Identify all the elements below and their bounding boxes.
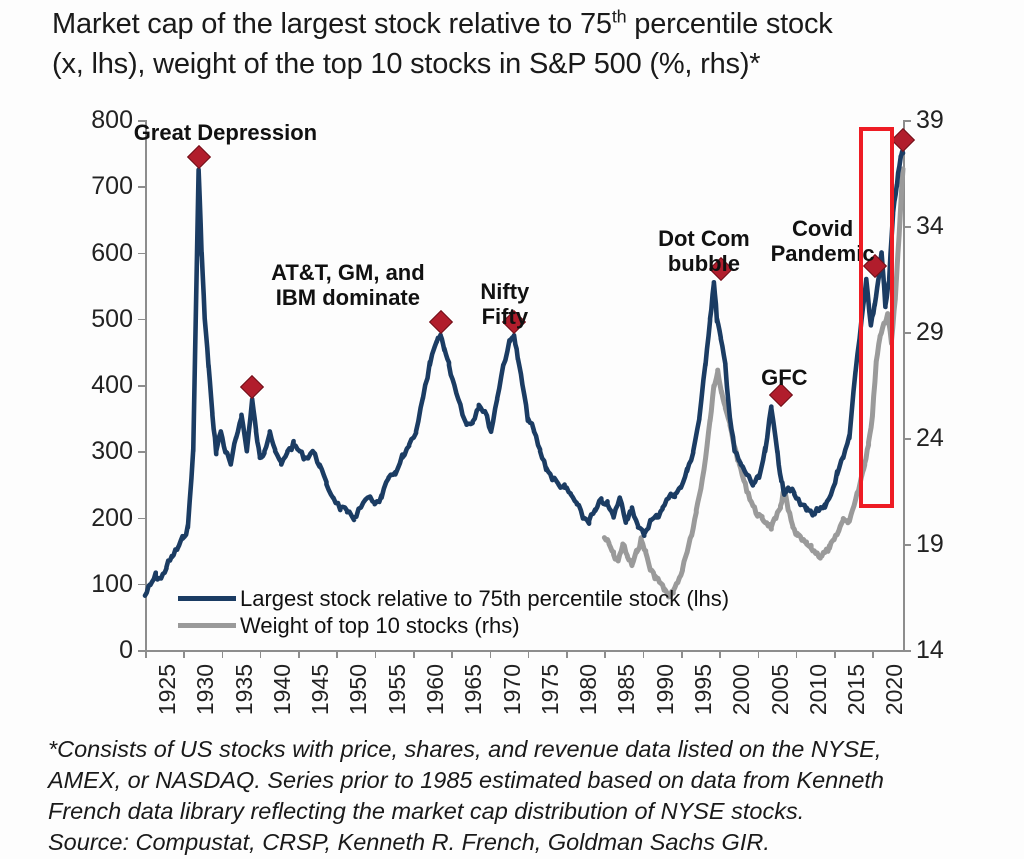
x-tick — [374, 650, 377, 658]
y-axis-right-label: 29 — [916, 318, 944, 346]
y-axis-right-label: 39 — [916, 106, 944, 134]
y-axis-right-label: 24 — [916, 424, 944, 452]
y-axis-right-line — [903, 120, 905, 650]
x-tick — [298, 650, 300, 658]
chart-annotation: Nifty Fifty — [480, 279, 530, 329]
footnote-line-2: AMEX, or NASDAQ. Series prior to 1985 es… — [48, 767, 884, 793]
y-tick-left — [138, 318, 145, 321]
footnote-line-4: Source: Compustat, CRSP, Kenneth R. Fren… — [48, 829, 770, 855]
y-tick-left — [138, 451, 145, 453]
y-tick-right — [903, 332, 911, 334]
chart-annotation: GFC — [761, 365, 808, 391]
x-tick — [680, 650, 683, 658]
y-axis-left-line — [145, 120, 147, 650]
footnote-line-1: *Consists of US stocks with price, share… — [48, 736, 882, 762]
y-axis-right-label: 34 — [916, 212, 944, 240]
footnote: *Consists of US stocks with price, share… — [48, 734, 1008, 858]
x-tick — [834, 650, 836, 658]
x-tick — [412, 650, 415, 658]
x-axis-line — [145, 650, 905, 652]
chart-annotation: Dot Com bubble — [658, 226, 750, 276]
x-tick — [221, 650, 224, 658]
title-ordinal-suffix: th — [611, 6, 627, 27]
y-tick-left — [138, 385, 145, 387]
y-tick-left — [138, 252, 145, 255]
x-tick — [336, 650, 338, 658]
x-tick — [183, 650, 185, 658]
y-tick-left — [138, 583, 145, 586]
y-axis-right-label: 14 — [916, 636, 944, 664]
y-tick-left — [138, 186, 145, 188]
chart-canvas: 0 100 200 300 400 500 600 700 800 14 19 24 29 34 39 1… — [0, 100, 1024, 730]
x-tick — [451, 650, 453, 658]
x-tick — [566, 650, 568, 658]
y-axis-right-label: 19 — [916, 530, 944, 558]
x-tick — [719, 650, 721, 658]
chart-annotation: Covid Pandemic — [770, 216, 875, 267]
chart-legend: Largest stock relative to 75th percentil… — [178, 585, 729, 639]
legend-item: Largest stock relative to 75th percentil… — [178, 585, 729, 612]
x-tick — [489, 650, 492, 658]
legend-label: Largest stock relative to 75th percentil… — [240, 585, 730, 611]
y-tick-left — [138, 517, 145, 520]
y-tick-left — [138, 650, 145, 652]
x-tick — [145, 650, 147, 658]
legend-swatch-navy — [178, 596, 236, 601]
highlight-box — [859, 126, 894, 508]
title-line1-post: percentile stock — [626, 8, 833, 40]
y-tick-left — [138, 120, 145, 122]
y-tick-right — [903, 226, 911, 228]
x-tick — [604, 650, 606, 658]
series-line-largest-stock — [142, 149, 906, 598]
x-tick — [795, 650, 798, 658]
title-line2: (x, lhs), weight of the top 10 stocks in… — [52, 48, 761, 80]
y-tick-right — [903, 438, 911, 440]
y-tick-right — [903, 120, 911, 122]
chart-annotation: Great Depression — [133, 120, 318, 145]
legend-label: Weight of top 10 stocks (rhs) — [240, 612, 520, 638]
title-line1-pre: Market cap of the largest stock relative… — [52, 8, 612, 40]
footnote-line-3: French data library reflecting the marke… — [48, 798, 805, 824]
chart-annotation: AT&T, GM, and IBM dominate — [271, 260, 425, 311]
legend-swatch-gray — [178, 623, 236, 628]
legend-item: Weight of top 10 stocks (rhs) — [178, 612, 729, 639]
x-tick — [872, 650, 874, 658]
x-tick — [757, 650, 760, 658]
x-tick — [527, 650, 530, 658]
x-tick — [259, 650, 262, 658]
x-tick — [642, 650, 645, 658]
y-tick-right — [903, 650, 911, 652]
page-title: Market cap of the largest stock relative… — [52, 4, 1012, 84]
y-tick-right — [903, 544, 911, 546]
